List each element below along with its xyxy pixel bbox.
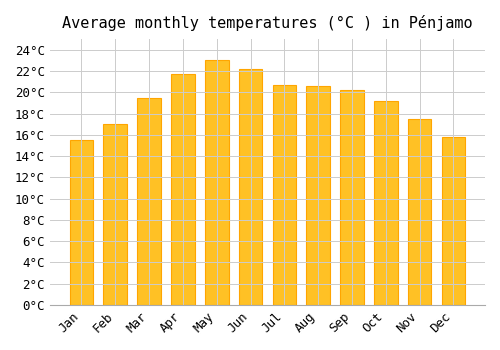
Bar — [442, 137, 465, 305]
Bar — [238, 69, 262, 305]
Bar — [171, 74, 194, 305]
Bar — [340, 90, 364, 305]
Bar — [205, 61, 229, 305]
Bar — [272, 85, 296, 305]
Bar — [306, 86, 330, 305]
Bar — [408, 119, 432, 305]
Bar — [374, 101, 398, 305]
Bar — [70, 140, 94, 305]
Bar — [138, 98, 161, 305]
Title: Average monthly temperatures (°C ) in Pénjamo: Average monthly temperatures (°C ) in Pé… — [62, 15, 472, 31]
Bar — [104, 124, 127, 305]
